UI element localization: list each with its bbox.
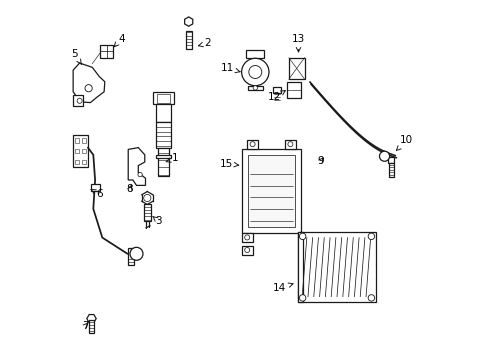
Circle shape [249, 142, 255, 147]
Polygon shape [158, 148, 168, 176]
Polygon shape [143, 204, 151, 221]
Circle shape [287, 142, 292, 147]
Text: 11: 11 [221, 63, 240, 73]
Text: 3: 3 [152, 216, 162, 226]
Circle shape [138, 172, 142, 177]
Circle shape [367, 233, 374, 240]
Polygon shape [246, 50, 264, 58]
Circle shape [299, 294, 305, 301]
Polygon shape [288, 58, 304, 79]
Polygon shape [387, 157, 393, 163]
Polygon shape [387, 163, 393, 177]
Circle shape [367, 294, 374, 301]
Polygon shape [241, 149, 301, 233]
Circle shape [253, 86, 257, 90]
Polygon shape [273, 87, 280, 93]
Polygon shape [87, 315, 96, 323]
Polygon shape [184, 17, 192, 26]
Polygon shape [128, 248, 134, 265]
Polygon shape [241, 246, 252, 255]
Circle shape [299, 233, 305, 240]
Text: 1: 1 [166, 153, 178, 163]
Circle shape [241, 58, 268, 86]
Polygon shape [286, 82, 301, 98]
Polygon shape [82, 160, 86, 164]
Polygon shape [128, 148, 145, 185]
Circle shape [379, 151, 389, 161]
Polygon shape [155, 104, 171, 122]
Polygon shape [75, 160, 79, 164]
Text: 9: 9 [317, 156, 324, 166]
Circle shape [143, 194, 151, 202]
Text: 13: 13 [291, 34, 305, 52]
Polygon shape [73, 135, 88, 167]
Circle shape [244, 248, 249, 253]
Text: 12: 12 [267, 91, 285, 102]
Circle shape [248, 66, 261, 78]
Polygon shape [157, 94, 170, 103]
Polygon shape [247, 140, 258, 149]
Polygon shape [73, 95, 83, 106]
Circle shape [244, 235, 249, 240]
Text: 7: 7 [82, 321, 88, 331]
Polygon shape [73, 63, 104, 103]
Text: 5: 5 [71, 49, 81, 64]
Polygon shape [75, 149, 79, 153]
Polygon shape [185, 31, 191, 49]
Text: 14: 14 [273, 283, 292, 293]
Polygon shape [156, 122, 170, 148]
Polygon shape [248, 155, 294, 227]
Polygon shape [298, 232, 375, 302]
Text: 4: 4 [114, 34, 124, 47]
Polygon shape [155, 155, 171, 158]
Polygon shape [153, 92, 173, 104]
Polygon shape [75, 138, 79, 143]
Text: 10: 10 [396, 135, 412, 150]
Polygon shape [100, 45, 113, 58]
Circle shape [130, 247, 142, 260]
Polygon shape [247, 86, 262, 90]
Text: 6: 6 [91, 189, 103, 199]
Polygon shape [298, 232, 302, 302]
Text: 2: 2 [198, 38, 211, 48]
Circle shape [77, 98, 82, 103]
Text: 8: 8 [126, 184, 133, 194]
Polygon shape [285, 140, 295, 149]
Circle shape [85, 85, 92, 92]
Polygon shape [91, 184, 100, 191]
Polygon shape [89, 320, 94, 333]
Text: 15: 15 [220, 159, 238, 169]
Polygon shape [82, 138, 86, 143]
Polygon shape [82, 149, 86, 153]
Polygon shape [241, 233, 252, 242]
